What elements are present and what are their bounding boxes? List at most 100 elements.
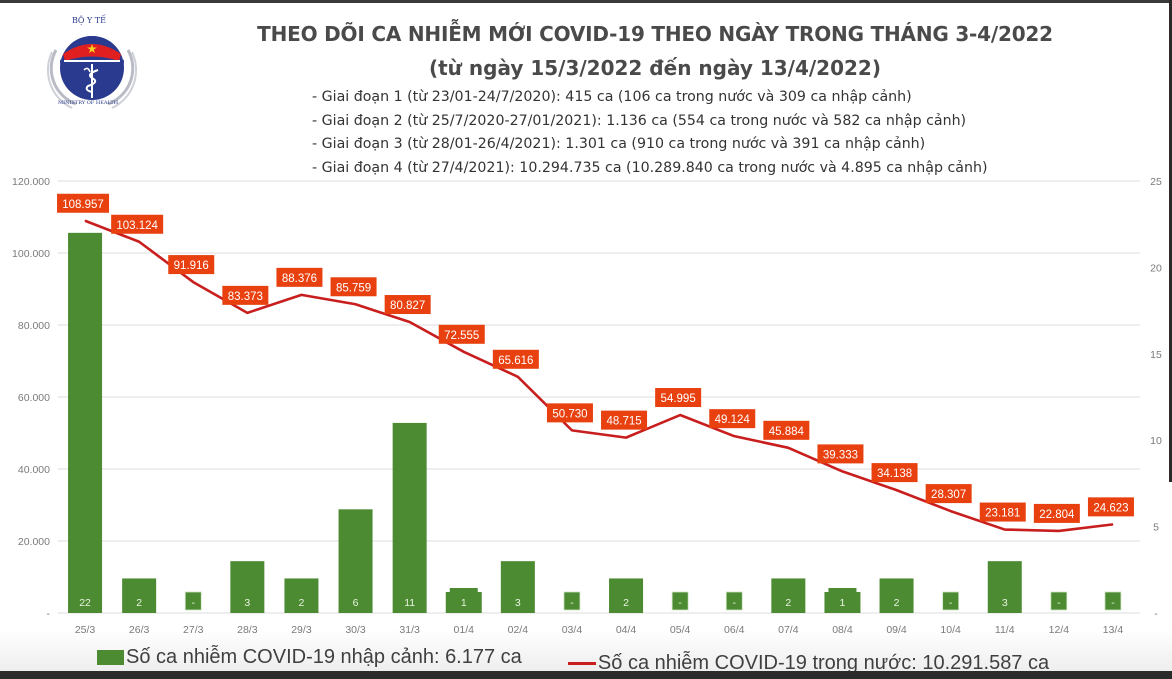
line-data-label: 49.124 <box>715 414 751 426</box>
left-axis-tick-label: 60.000 <box>18 392 50 404</box>
line-point <box>246 312 248 314</box>
bar-data-label: 11 <box>404 597 415 609</box>
frame-right-border <box>1169 0 1172 482</box>
x-axis-tick-label: 06/4 <box>724 624 745 636</box>
line-data-label: 50.730 <box>552 408 587 420</box>
phase-summary-3: - Giai đoạn 3 (từ 28/01-26/4/2021): 1.30… <box>312 136 926 152</box>
legend-item-imported: Số ca nhiễm COVID-19 nhập cảnh: 6.177 ca <box>97 646 522 669</box>
bar-data-label: 2 <box>136 597 142 609</box>
bar <box>338 509 373 613</box>
line-data-label: 45.884 <box>769 426 805 438</box>
bar-data-label: 6 <box>353 597 359 609</box>
bar-empty-marker <box>184 591 202 611</box>
line-data-label-box <box>655 388 702 408</box>
right-axis: - 5 10 15 20 25 <box>1150 176 1162 620</box>
bar <box>824 592 861 613</box>
bar <box>987 561 1022 613</box>
bar <box>609 578 644 613</box>
line-data-label-box <box>492 349 539 369</box>
right-axis-tick-label: - <box>1154 608 1158 620</box>
line-point <box>355 303 357 305</box>
bar <box>68 232 103 613</box>
left-axis: - 20.000 40.000 60.000 80.000 100.000 120.000 <box>12 176 50 620</box>
line-data-labels: 108.957 103.124 91.916 83.373 88.376 85.759 80… <box>57 193 1134 523</box>
bar-data-label: 3 <box>1002 597 1008 609</box>
x-axis-tick-label: 05/4 <box>670 624 691 636</box>
left-axis-tick-label: 100.000 <box>12 248 50 260</box>
bar-notch <box>449 588 478 593</box>
line-data-label: 103.124 <box>116 220 158 232</box>
line-point <box>896 489 898 491</box>
right-axis-tick-label: 20 <box>1150 262 1162 274</box>
bar-data-label: 2 <box>894 597 900 609</box>
line-data-label-box <box>979 502 1026 522</box>
line-data-label-box <box>438 324 485 344</box>
legend-label-domestic: Số ca nhiễm COVID-19 trong nước: 10.291.… <box>597 652 1050 674</box>
bar-data-label: 2 <box>785 597 791 609</box>
bar-empty-marker <box>1050 591 1068 611</box>
line-data-label: 34.138 <box>877 468 912 480</box>
bar-data-label: - <box>1057 597 1061 609</box>
bar <box>445 592 482 613</box>
logo-text-bottom: MINISTRY OF HEALTH <box>58 100 119 106</box>
legend: Số ca nhiễm COVID-19 nhập cảnh: 6.177 ca… <box>97 646 1097 674</box>
line-data-label-box <box>57 193 110 213</box>
x-axis-tick-label: 13/4 <box>1103 624 1124 636</box>
x-axis-tick-label: 02/4 <box>508 624 529 636</box>
phase-summary-4: - Giai đoạn 4 (từ 27/4/2021): 10.294.735… <box>312 159 988 176</box>
bar <box>771 578 806 613</box>
line-point <box>138 241 140 243</box>
logo-text-top: BỘ Y TẾ <box>72 16 106 25</box>
bar-data-label: 1 <box>840 597 846 609</box>
line-data-label-box <box>111 214 164 234</box>
line-data-label: 65.616 <box>498 355 533 367</box>
line-point <box>571 429 573 431</box>
x-axis-tick-label: 11/4 <box>995 624 1015 636</box>
x-axis-tick-label: 29/3 <box>291 624 312 636</box>
line-data-label-box <box>817 444 864 464</box>
x-axis: 25/3 26/3 27/3 28/3 29/3 30/3 31/3 01/4 02/4 03/4… <box>75 624 1123 636</box>
line-data-label-box <box>330 277 377 297</box>
line-point <box>1058 530 1060 532</box>
bar-data-label: - <box>949 597 953 609</box>
line-data-label: 85.759 <box>336 282 371 294</box>
x-axis-tick-label: 10/4 <box>940 624 961 636</box>
bar-data-labels: 22 2-3 2 6 11 1 3-2- -2 1 2-3- - <box>79 597 1115 609</box>
line-point <box>733 435 735 437</box>
bar <box>500 561 535 613</box>
line-point <box>625 437 627 439</box>
line-point <box>1004 529 1006 531</box>
right-axis-tick-label: 25 <box>1150 176 1162 188</box>
x-axis-tick-label: 09/4 <box>886 624 907 636</box>
line-series <box>84 219 1114 533</box>
bar-series <box>68 232 1122 613</box>
line-data-label: 24.623 <box>1093 502 1128 514</box>
line-point <box>787 447 789 449</box>
bar-data-label: - <box>733 597 737 609</box>
line-data-label: 28.307 <box>931 489 966 501</box>
x-axis-tick-label: 30/3 <box>345 624 366 636</box>
line-data-label-box <box>546 403 593 423</box>
bar-empty-marker <box>1104 591 1122 611</box>
bar-data-label: - <box>192 597 196 609</box>
phase-summary-list: - Giai đoạn 1 (từ 23/01-24/7/2020): 415 … <box>312 86 1092 180</box>
line-point <box>679 414 681 416</box>
left-axis-tick-label: 80.000 <box>18 320 50 332</box>
left-axis-tick-label: 20.000 <box>18 536 50 548</box>
x-axis-tick-label: 07/4 <box>778 624 799 636</box>
x-axis-tick-label: 25/3 <box>75 624 96 636</box>
line-data-label-box <box>222 285 269 305</box>
right-axis-tick-label: 10 <box>1150 435 1162 447</box>
bar-data-label: - <box>1111 597 1115 609</box>
line-data-label-box <box>601 410 648 430</box>
chart-title: THEO DÕI CA NHIỄM MỚI COVID-19 THEO NGÀY… <box>257 22 1053 46</box>
bar <box>392 422 427 613</box>
line-data-label-box <box>1033 503 1080 523</box>
line-point <box>517 376 519 378</box>
gridlines <box>58 180 1140 614</box>
line-data-label-box <box>276 267 323 287</box>
frame-top-border <box>0 0 1172 3</box>
line-data-label: 48.715 <box>606 416 641 428</box>
bar <box>122 578 157 613</box>
bar-data-label: - <box>570 597 574 609</box>
